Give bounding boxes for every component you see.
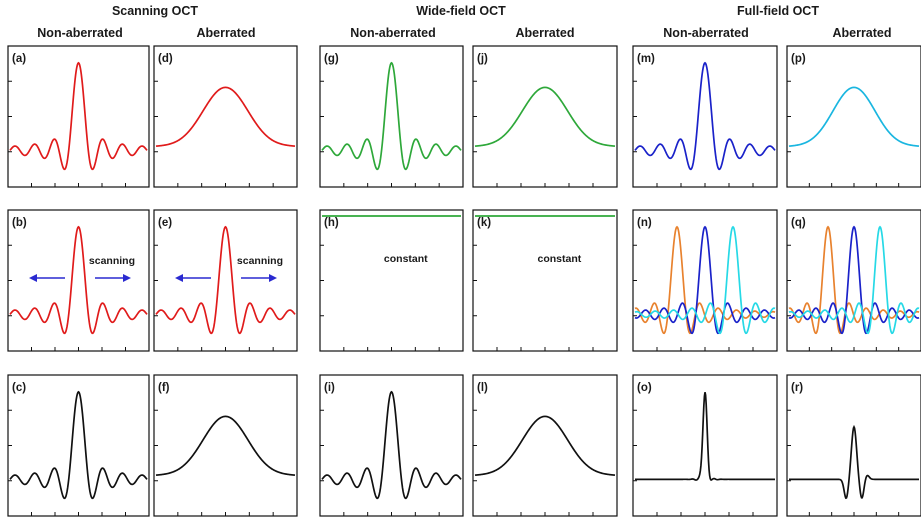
panel-frame: [632, 209, 778, 352]
panel-g: (g): [319, 45, 464, 188]
panel-b: (b) scanning: [7, 209, 150, 352]
column-header-2: Non-aberrated: [350, 26, 435, 40]
panel-frame: [786, 45, 921, 188]
panel-frame: [7, 374, 150, 517]
curve-2: [634, 225, 776, 335]
panel-frame: [319, 374, 464, 517]
panel-frame: [786, 374, 921, 517]
panel-p: (p): [786, 45, 921, 188]
panel-l: (l): [472, 374, 618, 517]
curve-0: [9, 61, 148, 171]
panel-frame: [472, 209, 618, 352]
panel-label: (m): [637, 53, 655, 65]
panel-o: (o): [632, 374, 778, 517]
panel-j: (j): [472, 45, 618, 188]
panel-r: (r): [786, 374, 921, 517]
panel-label: (g): [324, 53, 339, 65]
curve-0: [9, 225, 148, 335]
panel-label: (i): [324, 382, 335, 394]
panel-label: (a): [12, 53, 26, 65]
panel-c: (c): [7, 374, 150, 517]
panel-f: (f): [153, 374, 298, 517]
panel-label: (f): [158, 382, 170, 394]
panel-frame: [7, 209, 150, 352]
group-header-widefield: Wide-field OCT: [416, 4, 506, 18]
panel-frame: [319, 209, 464, 352]
curve-0: [635, 392, 775, 481]
panel-label: (r): [791, 382, 803, 394]
panel-frame: [153, 209, 298, 352]
curve-0: [155, 415, 296, 476]
panel-e: (e) scanning: [153, 209, 298, 352]
panel-frame: [472, 374, 618, 517]
panel-label: (h): [324, 217, 339, 229]
annotation-constant: constant: [538, 253, 582, 265]
panel-frame: [7, 45, 150, 188]
panel-grid: (a) (d) (g) (j) (m) (p) (b) scanning (e) scanning…: [7, 45, 921, 517]
panel-a: (a): [7, 45, 150, 188]
panel-h: (h) constant: [319, 209, 464, 352]
column-header-4: Non-aberrated: [663, 26, 748, 40]
curve-0: [155, 225, 296, 335]
panel-m: (m): [632, 45, 778, 188]
curve-0: [155, 86, 296, 147]
column-header-0: Non-aberrated: [37, 26, 122, 40]
curve-0: [9, 390, 148, 500]
column-header-1: Aberrated: [196, 26, 255, 40]
panel-frame: [632, 45, 778, 188]
panel-label: (e): [158, 217, 172, 229]
panel-label: (q): [791, 217, 806, 229]
group-header-scanning: Scanning OCT: [112, 4, 198, 18]
annotation-scanning: scanning: [237, 255, 283, 267]
curve-0: [321, 61, 462, 171]
left-arrowhead-icon: [175, 274, 183, 282]
panel-frame: [153, 374, 298, 517]
panel-label: (l): [477, 382, 488, 394]
curve-0: [321, 390, 462, 500]
left-arrowhead-icon: [29, 274, 37, 282]
annotation-constant: constant: [384, 253, 428, 265]
curve-0: [634, 61, 776, 171]
curve-0: [474, 415, 616, 476]
panel-label: (p): [791, 53, 806, 65]
panel-label: (d): [158, 53, 173, 65]
panel-i: (i): [319, 374, 464, 517]
panel-label: (o): [637, 382, 652, 394]
panel-frame: [153, 45, 298, 188]
panel-n: (n): [632, 209, 778, 352]
panel-label: (b): [12, 217, 27, 229]
curve-0: [474, 86, 616, 147]
curve-0: [789, 424, 919, 500]
panel-d: (d): [153, 45, 298, 188]
panel-label: (c): [12, 382, 26, 394]
panel-frame: [786, 209, 921, 352]
column-header-3: Aberrated: [515, 26, 574, 40]
panel-label: (j): [477, 53, 488, 65]
panel-q: (q): [786, 209, 921, 352]
panel-frame: [472, 45, 618, 188]
curve-0: [788, 86, 920, 147]
column-header-5: Aberrated: [832, 26, 891, 40]
right-arrowhead-icon: [123, 274, 131, 282]
annotation-scanning: scanning: [89, 255, 135, 267]
right-arrowhead-icon: [269, 274, 277, 282]
panel-label: (k): [477, 217, 491, 229]
curve-2: [788, 225, 920, 335]
group-header-fullfield: Full-field OCT: [737, 4, 819, 18]
panel-label: (n): [637, 217, 652, 229]
panel-k: (k) constant: [472, 209, 618, 352]
panel-frame: [319, 45, 464, 188]
